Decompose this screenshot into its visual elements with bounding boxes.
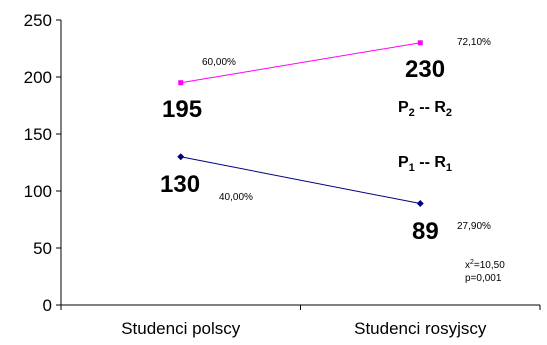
percent-label-s1-p2: 72,10% — [457, 37, 491, 48]
value-label-s1-p1: 195 — [162, 96, 202, 123]
y-tick-label: 200 — [24, 68, 52, 87]
value-label-s2-p2: 89 — [412, 218, 439, 245]
value-label-s2-p1: 130 — [160, 171, 200, 198]
pair-bottom-r: R — [434, 154, 446, 171]
series-line-2 — [180, 156, 421, 205]
pair-bottom-p: P — [398, 154, 409, 171]
y-tick-label: 150 — [24, 125, 52, 144]
chi-square-prefix: x — [465, 260, 470, 271]
chi-square-sup: 2 — [470, 259, 474, 266]
y-tick-label: 250 — [24, 11, 52, 30]
chi-square-annotation: x2=10,50 — [465, 259, 505, 271]
x-category-label: Studenci polscy — [121, 319, 241, 338]
series-layer — [177, 40, 424, 208]
x-ticks: Studenci polscy Studenci rosyjscy — [60, 305, 541, 338]
pair-top-r: R — [434, 99, 446, 116]
series-point-1 — [417, 40, 423, 46]
pair-top-p-sub: 2 — [409, 107, 415, 119]
percent-label-s1-p1: 60,00% — [202, 57, 236, 68]
percent-label-s2-p1: 40,00% — [219, 192, 253, 203]
pair-bottom-p-sub: 1 — [409, 162, 415, 174]
y-tick-label: 100 — [24, 182, 52, 201]
y-tick-label: 0 — [43, 296, 52, 315]
pair-top-sep: -- — [415, 99, 435, 116]
p-value-annotation: p=0,001 — [465, 273, 502, 284]
pair-bottom-sep: -- — [415, 154, 435, 171]
pair-top-r-sub: 2 — [446, 107, 452, 119]
value-label-s1-p2: 230 — [405, 56, 445, 83]
series-point-1 — [178, 80, 184, 86]
y-ticks: 0 50 100 150 200 250 — [24, 11, 61, 315]
series-point-2 — [416, 200, 424, 208]
percent-label-s2-p2: 27,90% — [457, 221, 491, 232]
x-category-label: Studenci rosyjscy — [354, 319, 487, 338]
pair-bottom-r-sub: 1 — [446, 162, 452, 174]
series-point-2 — [177, 153, 185, 161]
series-line-1 — [180, 42, 421, 84]
y-tick-label: 50 — [33, 239, 52, 258]
pair-annotation-top: P2 -- R2 — [398, 99, 452, 119]
chi-square-value: =10,50 — [474, 260, 505, 271]
pair-annotation-bottom: P1 -- R1 — [398, 154, 452, 174]
pair-top-p: P — [398, 99, 409, 116]
